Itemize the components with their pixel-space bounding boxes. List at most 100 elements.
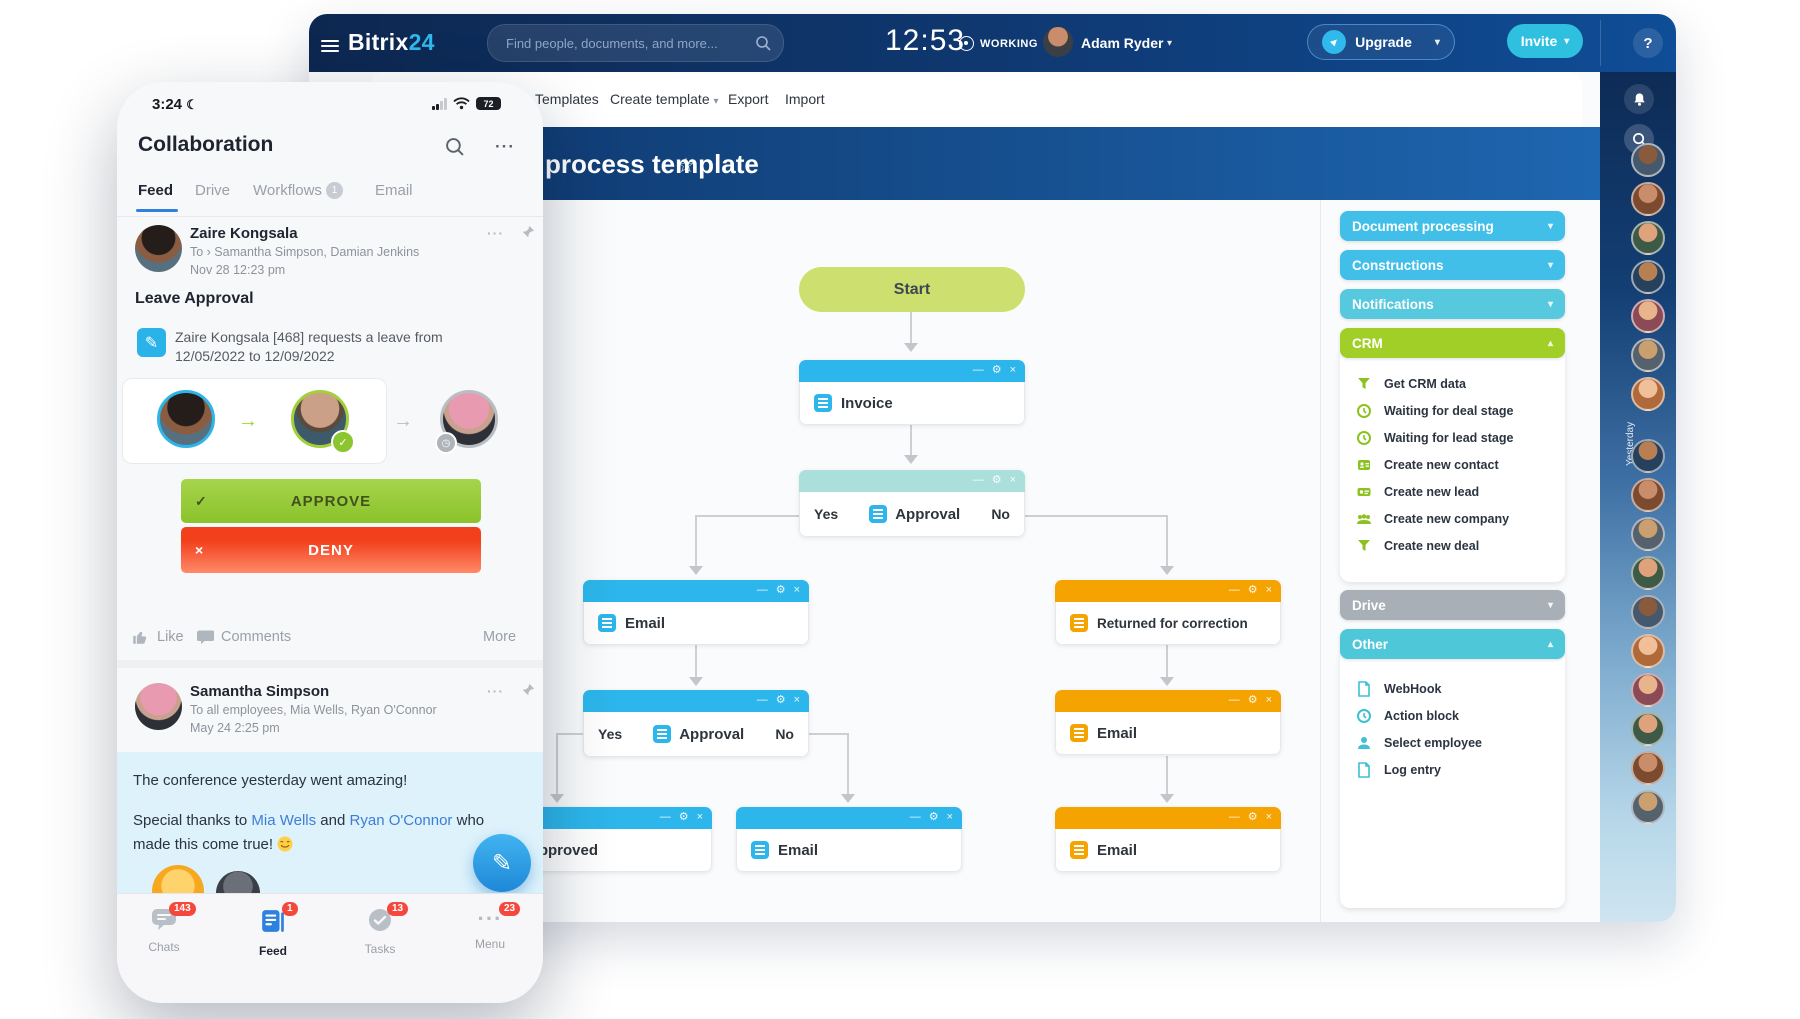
rail-avatar[interactable]	[1631, 751, 1665, 785]
favorite-star-icon[interactable]: ☆	[677, 155, 695, 177]
like-button[interactable]: Like	[157, 629, 184, 645]
mention-link[interactable]: Ryan O'Connor	[349, 812, 453, 829]
rail-avatar[interactable]	[1631, 517, 1665, 551]
settings-gear-icon[interactable]: ⚙	[1247, 584, 1258, 596]
mention-link[interactable]: Mia Wells	[251, 812, 317, 829]
user-name[interactable]: Adam Ryder	[1081, 35, 1164, 51]
phone-tab-drive[interactable]: Drive	[195, 182, 231, 199]
settings-gear-icon[interactable]: ⚙	[991, 474, 1002, 486]
other-item-select-employee[interactable]: Select employee	[1340, 729, 1565, 756]
sidebar-section-other[interactable]: Other ▴	[1340, 629, 1565, 659]
working-status[interactable]: WORKING	[959, 36, 1038, 51]
rail-avatar[interactable]	[1631, 439, 1665, 473]
tab-export[interactable]: Export	[728, 91, 769, 107]
nav-tasks[interactable]: Tasks 13	[345, 902, 415, 956]
global-search[interactable]	[487, 24, 784, 62]
post-author[interactable]: Samantha Simpson	[190, 683, 330, 700]
flow-node-email-2[interactable]: — ⚙ × Email	[736, 807, 962, 872]
close-icon[interactable]: ×	[696, 810, 703, 823]
other-item-log-entry[interactable]: Log entry	[1340, 756, 1565, 783]
search-icon[interactable]	[445, 137, 464, 156]
sidebar-section-notifications[interactable]: Notifications ▾	[1340, 289, 1565, 319]
minimize-icon[interactable]: —	[972, 473, 984, 486]
crm-item-create-new-lead[interactable]: Create new lead	[1340, 478, 1565, 505]
deny-button[interactable]: × DENY	[181, 527, 481, 573]
crm-item-waiting-lead-stage[interactable]: Waiting for lead stage	[1340, 424, 1565, 451]
compose-fab-button[interactable]: ✎	[473, 834, 531, 892]
crm-item-create-new-contact[interactable]: Create new contact	[1340, 451, 1565, 478]
rail-avatar[interactable]	[1631, 182, 1665, 216]
minimize-icon[interactable]: —	[756, 693, 768, 706]
crm-item-create-new-deal[interactable]: Create new deal	[1340, 532, 1565, 559]
invite-button[interactable]: Invite ▾	[1507, 24, 1583, 58]
minimize-icon[interactable]: —	[756, 583, 768, 596]
rail-avatar[interactable]	[1631, 338, 1665, 372]
tab-templates[interactable]: Templates	[535, 91, 599, 107]
post-author[interactable]: Zaire Kongsala	[190, 225, 298, 242]
minimize-icon[interactable]: —	[972, 363, 984, 376]
close-icon[interactable]: ×	[793, 693, 800, 706]
other-item-action-block[interactable]: Action block	[1340, 702, 1565, 729]
minimize-icon[interactable]: —	[1228, 693, 1240, 706]
rail-avatar[interactable]	[1631, 556, 1665, 590]
nav-feed[interactable]: Feed 1	[238, 902, 308, 958]
flow-node-returned[interactable]: — ⚙ × Returned for correction	[1055, 580, 1281, 645]
minimize-icon[interactable]: —	[909, 810, 921, 823]
search-input[interactable]	[504, 25, 748, 61]
nav-chats[interactable]: Chats 143	[129, 902, 199, 954]
phone-tab-email[interactable]: Email	[375, 182, 413, 199]
rail-avatar[interactable]	[1631, 478, 1665, 512]
phone-tab-workflows[interactable]: Workflows 1	[253, 182, 344, 199]
tab-create-template[interactable]: Create template ▾	[610, 91, 719, 107]
rail-avatar[interactable]	[1631, 221, 1665, 255]
user-avatar[interactable]	[1043, 27, 1073, 57]
phone-menu-dots-icon[interactable]: ···	[495, 137, 515, 156]
crm-item-get-crm-data[interactable]: Get CRM data	[1340, 370, 1565, 397]
rail-avatar[interactable]	[1631, 634, 1665, 668]
sidebar-section-document-processing[interactable]: Document processing ▾	[1340, 211, 1565, 241]
rail-avatar[interactable]	[1631, 790, 1665, 824]
flow-node-email-1[interactable]: — ⚙ × Email	[583, 580, 809, 645]
close-icon[interactable]: ×	[793, 583, 800, 596]
sidebar-section-constructions[interactable]: Constructions ▾	[1340, 250, 1565, 280]
pin-icon[interactable]	[521, 683, 535, 697]
tab-import[interactable]: Import	[785, 91, 825, 107]
sidebar-section-crm[interactable]: CRM ▴	[1340, 328, 1565, 358]
approve-button[interactable]: ✓ APPROVE	[181, 479, 481, 523]
rail-avatar[interactable]	[1631, 712, 1665, 746]
flow-node-approval-2[interactable]: — ⚙ × Yes Approval No	[583, 690, 809, 757]
close-icon[interactable]: ×	[1265, 693, 1272, 706]
post-menu-dots-icon[interactable]: ···	[487, 683, 504, 699]
crm-item-waiting-deal-stage[interactable]: Waiting for deal stage	[1340, 397, 1565, 424]
upgrade-button[interactable]: ▲ Upgrade ▾	[1307, 24, 1455, 60]
avatar[interactable]	[135, 683, 182, 730]
close-icon[interactable]: ×	[1265, 583, 1272, 596]
rail-avatar[interactable]	[1631, 673, 1665, 707]
rail-avatar[interactable]	[1631, 595, 1665, 629]
rail-avatar[interactable]	[1631, 299, 1665, 333]
settings-gear-icon[interactable]: ⚙	[678, 811, 689, 823]
settings-gear-icon[interactable]: ⚙	[775, 584, 786, 596]
nav-menu[interactable]: ··· Menu 23	[455, 902, 525, 951]
pin-icon[interactable]	[521, 225, 535, 239]
settings-gear-icon[interactable]: ⚙	[1247, 811, 1258, 823]
avatar[interactable]	[135, 225, 182, 272]
minimize-icon[interactable]: —	[1228, 583, 1240, 596]
rail-avatar[interactable]	[1631, 377, 1665, 411]
sidebar-section-drive[interactable]: Drive ▾	[1340, 590, 1565, 620]
like-thumb-icon[interactable]	[131, 628, 149, 646]
minimize-icon[interactable]: —	[1228, 810, 1240, 823]
close-icon[interactable]: ×	[1009, 473, 1016, 486]
flow-node-approval-1[interactable]: — ⚙ × Yes Approval No	[799, 470, 1025, 537]
other-item-webhook[interactable]: WebHook	[1340, 675, 1565, 702]
rail-avatar[interactable]	[1631, 143, 1665, 177]
user-chevron-down-icon[interactable]: ▾	[1167, 38, 1173, 49]
work-clock[interactable]: 12:53	[885, 24, 966, 57]
flow-node-start[interactable]: Start	[799, 267, 1025, 312]
flow-node-email-orange-1[interactable]: — ⚙ × Email	[1055, 690, 1281, 755]
hamburger-menu-icon[interactable]	[317, 33, 343, 59]
post-menu-dots-icon[interactable]: ···	[487, 225, 504, 241]
rail-avatar[interactable]	[1631, 260, 1665, 294]
comments-button[interactable]: Comments	[221, 629, 292, 645]
phone-tab-feed[interactable]: Feed	[138, 182, 174, 199]
